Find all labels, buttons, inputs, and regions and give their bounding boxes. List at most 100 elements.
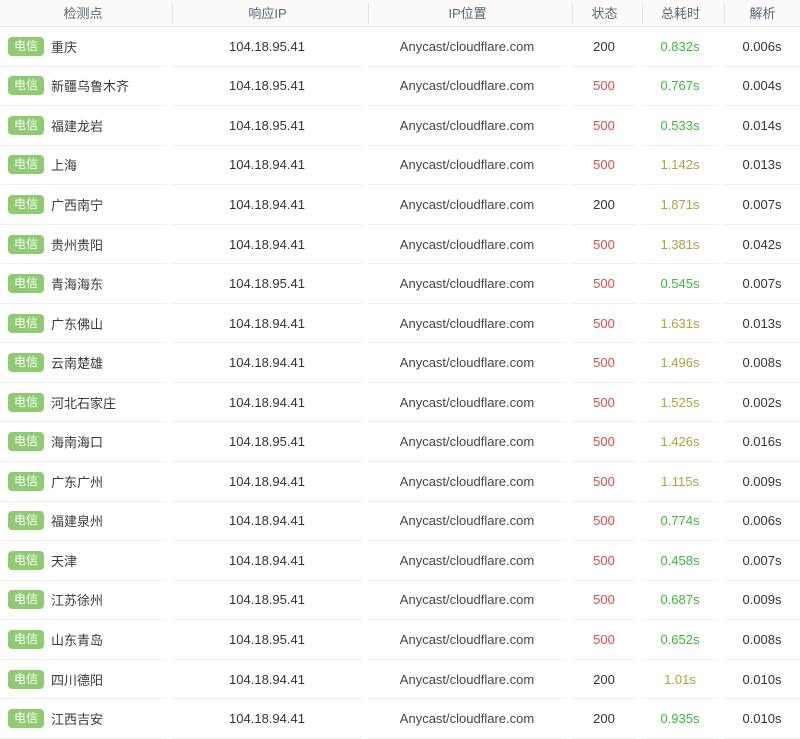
response-ip: 104.18.94.41 xyxy=(172,225,362,265)
column-header-ip: 响应IP xyxy=(172,2,362,24)
total-time-value: 0.652s xyxy=(642,620,718,660)
status-value: 500 xyxy=(572,225,636,265)
resolve-time-value: 0.010s xyxy=(724,660,800,700)
node-cell: 电信 江西吉安 xyxy=(0,699,166,739)
isp-badge: 电信 xyxy=(8,313,45,333)
status-value: 500 xyxy=(572,422,636,463)
table-row: 电信 上海 104.18.94.41 Anycast/cloudflare.co… xyxy=(0,146,800,186)
table-row: 电信 云南楚雄 104.18.94.41 Anycast/cloudflare.… xyxy=(0,343,800,383)
node-cell: 电信 云南楚雄 xyxy=(0,343,166,383)
node-cell: 电信 广西南宁 xyxy=(0,185,166,225)
status-value: 500 xyxy=(572,581,636,621)
total-time-value: 0.687s xyxy=(642,581,718,621)
ip-location: Anycast/cloudflare.com xyxy=(368,185,566,225)
total-time-value: 0.533s xyxy=(642,106,718,146)
resolve-time-value: 0.007s xyxy=(724,185,800,225)
table-row: 电信 天津 104.18.94.41 Anycast/cloudflare.co… xyxy=(0,541,800,581)
resolve-time-value: 0.016s xyxy=(724,422,800,463)
column-header-total-time: 总耗时 xyxy=(642,2,718,24)
table-row: 电信 河北石家庄 104.18.94.41 Anycast/cloudflare… xyxy=(0,383,800,423)
response-ip: 104.18.95.41 xyxy=(172,620,362,660)
node-name: 福建泉州 xyxy=(51,514,104,530)
resolve-time-value: 0.013s xyxy=(724,146,800,186)
total-time-value: 1.142s xyxy=(642,146,718,186)
resolve-time-value: 0.006s xyxy=(724,502,800,542)
table-row: 电信 广西南宁 104.18.94.41 Anycast/cloudflare.… xyxy=(0,185,800,225)
status-value: 500 xyxy=(572,502,636,542)
isp-badge: 电信 xyxy=(8,234,45,254)
node-cell: 电信 江苏徐州 xyxy=(0,581,166,621)
total-time-value: 1.01s xyxy=(642,660,718,700)
node-name: 四川德阳 xyxy=(51,672,104,688)
ip-location: Anycast/cloudflare.com xyxy=(368,264,566,304)
ip-location: Anycast/cloudflare.com xyxy=(368,422,566,463)
ip-location: Anycast/cloudflare.com xyxy=(368,462,566,502)
response-ip: 104.18.95.41 xyxy=(172,422,362,463)
node-cell: 电信 上海 xyxy=(0,146,166,186)
node-name: 江苏徐州 xyxy=(51,593,104,609)
ip-location: Anycast/cloudflare.com xyxy=(368,146,566,186)
response-ip: 104.18.94.41 xyxy=(172,304,362,344)
response-ip: 104.18.94.41 xyxy=(172,502,362,542)
results-table-body: 电信 重庆 104.18.95.41 Anycast/cloudflare.co… xyxy=(0,27,800,739)
table-row: 电信 福建龙岩 104.18.95.41 Anycast/cloudflare.… xyxy=(0,106,800,146)
resolve-time-value: 0.006s xyxy=(724,27,800,67)
column-header-resolve: 解析 xyxy=(724,2,800,24)
node-cell: 电信 广东佛山 xyxy=(0,304,166,344)
node-cell: 电信 四川德阳 xyxy=(0,660,166,700)
node-cell: 电信 青海海东 xyxy=(0,264,166,304)
isp-badge: 电信 xyxy=(8,669,45,689)
total-time-value: 1.115s xyxy=(642,462,718,502)
node-cell: 电信 新疆乌鲁木齐 xyxy=(0,67,166,107)
isp-badge: 电信 xyxy=(8,194,45,214)
status-value: 500 xyxy=(572,383,636,423)
response-ip: 104.18.95.41 xyxy=(172,106,362,146)
status-value: 500 xyxy=(572,146,636,186)
status-value: 500 xyxy=(572,106,636,146)
node-name: 广东佛山 xyxy=(51,316,104,332)
response-ip: 104.18.95.41 xyxy=(172,67,362,107)
ip-location: Anycast/cloudflare.com xyxy=(368,699,566,739)
node-name: 新疆乌鲁木齐 xyxy=(51,79,130,95)
total-time-value: 0.458s xyxy=(642,541,718,581)
isp-badge: 电信 xyxy=(8,353,45,373)
status-value: 500 xyxy=(572,67,636,107)
table-row: 电信 青海海东 104.18.95.41 Anycast/cloudflare.… xyxy=(0,264,800,304)
total-time-value: 1.496s xyxy=(642,343,718,383)
node-name: 贵州贵阳 xyxy=(51,237,104,253)
table-row: 电信 新疆乌鲁木齐 104.18.95.41 Anycast/cloudflar… xyxy=(0,67,800,107)
isp-badge: 电信 xyxy=(8,471,45,491)
node-cell: 电信 天津 xyxy=(0,541,166,581)
total-time-value: 0.767s xyxy=(642,67,718,107)
table-row: 电信 广东佛山 104.18.94.41 Anycast/cloudflare.… xyxy=(0,304,800,344)
resolve-time-value: 0.010s xyxy=(724,699,800,739)
resolve-time-value: 0.008s xyxy=(724,343,800,383)
isp-badge: 电信 xyxy=(8,511,45,531)
response-ip: 104.18.94.41 xyxy=(172,541,362,581)
ip-location: Anycast/cloudflare.com xyxy=(368,225,566,265)
resolve-time-value: 0.007s xyxy=(724,541,800,581)
response-ip: 104.18.95.41 xyxy=(172,264,362,304)
response-ip: 104.18.94.41 xyxy=(172,146,362,186)
node-name: 青海海东 xyxy=(51,277,104,293)
isp-badge: 电信 xyxy=(8,629,45,649)
ip-location: Anycast/cloudflare.com xyxy=(368,343,566,383)
status-value: 500 xyxy=(572,343,636,383)
column-header-status: 状态 xyxy=(572,2,636,24)
table-row: 电信 山东青岛 104.18.95.41 Anycast/cloudflare.… xyxy=(0,620,800,660)
node-cell: 电信 广东广州 xyxy=(0,462,166,502)
node-cell: 电信 贵州贵阳 xyxy=(0,225,166,265)
resolve-time-value: 0.007s xyxy=(724,264,800,304)
table-header-row: 检测点 响应IP IP位置 状态 总耗时 解析 xyxy=(0,0,800,27)
response-ip: 104.18.94.41 xyxy=(172,699,362,739)
response-ip: 104.18.94.41 xyxy=(172,660,362,700)
status-value: 500 xyxy=(572,264,636,304)
total-time-value: 1.631s xyxy=(642,304,718,344)
node-cell: 电信 海南海口 xyxy=(0,422,166,463)
total-time-value: 1.871s xyxy=(642,185,718,225)
ip-location: Anycast/cloudflare.com xyxy=(368,383,566,423)
table-row: 电信 四川德阳 104.18.94.41 Anycast/cloudflare.… xyxy=(0,660,800,700)
node-name: 河北石家庄 xyxy=(51,395,117,411)
node-cell: 电信 福建泉州 xyxy=(0,502,166,542)
